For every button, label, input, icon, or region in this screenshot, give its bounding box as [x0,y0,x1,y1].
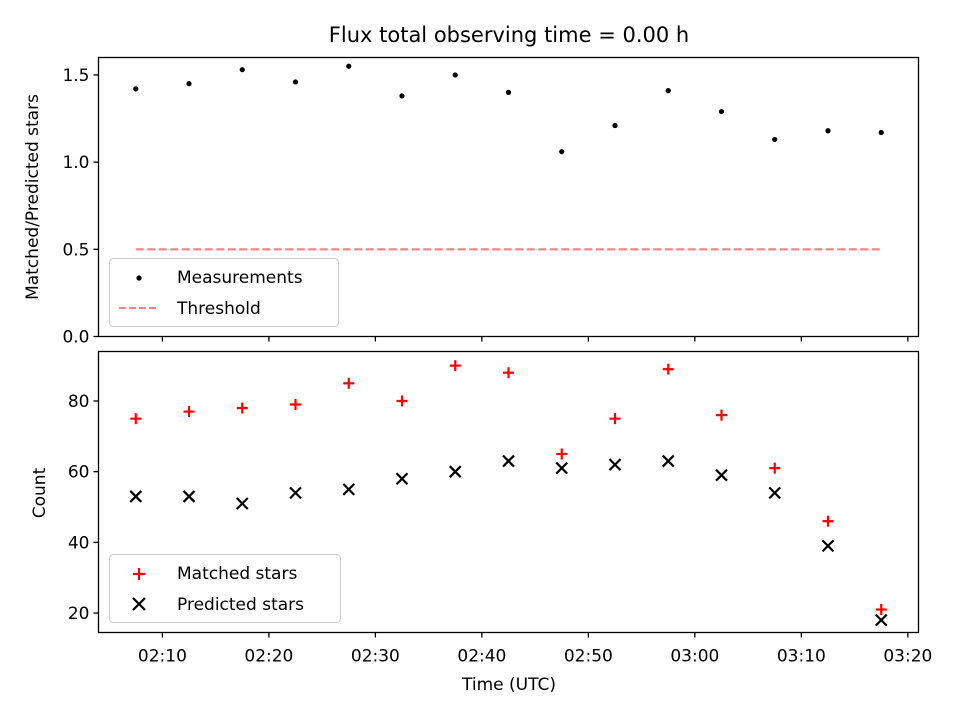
matched-star-point [769,462,781,474]
top-ylabel: Matched/Predicted stars [23,94,43,300]
matched-star-point [130,413,142,425]
predicted-star-point [235,497,249,510]
top-axes-frame [97,56,920,338]
bottom-xlabel: Time (UTC) [461,675,556,695]
legend-matched-marker [133,568,145,580]
predicted-star-point [821,539,835,553]
bottom-panel-marks [129,360,888,627]
top-ytick-label: 0.5 [62,240,89,260]
matched-star-point [556,448,568,460]
predicted-star-point [448,465,462,478]
measurement-point [346,63,352,69]
predicted-star-point [768,486,782,500]
legend-predicted-marker [132,597,146,611]
measurement-point [452,72,458,78]
measurement-point [399,93,405,99]
measurement-point [825,128,831,134]
legend-matched-label: Matched stars [177,564,297,584]
bottom-xtick-label: 03:20 [883,647,932,667]
predicted-star-point [555,461,569,475]
top-legend: Measurements Threshold [109,258,339,327]
measurement-point [772,136,778,143]
bottom-xtick-label: 02:30 [351,647,400,667]
matched-star-point [449,360,461,372]
measurement-point [292,79,299,85]
measurement-point [133,86,139,92]
bottom-xticks: 02:10 02:20 02:30 02:40 02:50 03:00 03:10 03:20 [138,632,932,667]
bottom-ylabel: Count [30,467,50,518]
bottom-legend-box [109,554,341,623]
predicted-star-point [715,468,728,482]
matched-star-point [183,406,195,418]
bottom-xtick-label: 03:10 [777,647,826,667]
measurement-point [665,88,671,94]
bottom-xtick-label: 02:10 [138,647,187,667]
bottom-legend: Matched stars Predicted stars [109,554,341,623]
predicted-star-point [342,483,356,496]
bottom-xtick-label: 02:50 [564,647,613,667]
predicted-star-point [874,613,888,627]
matched-star-point [343,377,355,389]
predicted-star-point [608,458,622,471]
matched-star-point [822,515,834,527]
top-legend-box [109,258,339,327]
predicted-star-point [182,490,196,503]
top-ytick-label: 1.0 [62,153,89,173]
bottom-xtick-label: 02:20 [244,647,293,667]
bottom-ytick-label: 60 [68,463,90,483]
matched-star-point [503,367,514,379]
legend-measurements-marker [136,275,142,281]
top-ytick-label: 1.5 [62,66,89,86]
bottom-yticks: 20 40 60 80 [68,392,99,624]
predicted-star-point [395,472,409,486]
bottom-xtick-label: 02:40 [457,647,506,667]
bottom-ytick-label: 20 [68,604,90,624]
measurement-point [239,67,245,73]
measurement-point [186,81,192,87]
matched-star-point [662,363,674,375]
measurement-point [718,108,725,115]
chart-title: Flux total observing time = 0.00 h [329,23,689,47]
predicted-star-point [661,454,675,468]
bottom-ytick-label: 80 [68,392,90,412]
measurement-point [559,149,565,155]
matched-star-point [290,399,302,411]
predicted-star-point [129,490,143,503]
matched-star-point [396,395,408,407]
matched-star-point [236,402,248,414]
measurement-point [505,89,512,95]
predicted-star-point [502,454,515,468]
measurement-point [612,122,618,129]
top-yticks: 0.0 0.5 1.0 1.5 [62,66,99,348]
top-xticks [161,336,909,342]
predicted-star-point [289,486,302,500]
legend-predicted-label: Predicted stars [177,595,304,615]
matched-star-point [875,604,887,616]
bottom-ytick-label: 40 [68,533,90,553]
bottom-axes-frame [97,350,920,634]
bottom-xtick-label: 03:00 [670,647,719,667]
top-ytick-label: 0.0 [62,328,89,348]
legend-measurements-label: Measurements [177,268,303,288]
top-panel: 0.0 0.5 1.0 1.5 Matched/Predicted stars Mea… [23,56,920,348]
top-panel-marks [133,63,884,251]
matched-star-point [609,413,621,425]
matched-star-point [715,409,727,421]
measurement-point [878,129,884,136]
legend-threshold-label: Threshold [176,299,261,319]
